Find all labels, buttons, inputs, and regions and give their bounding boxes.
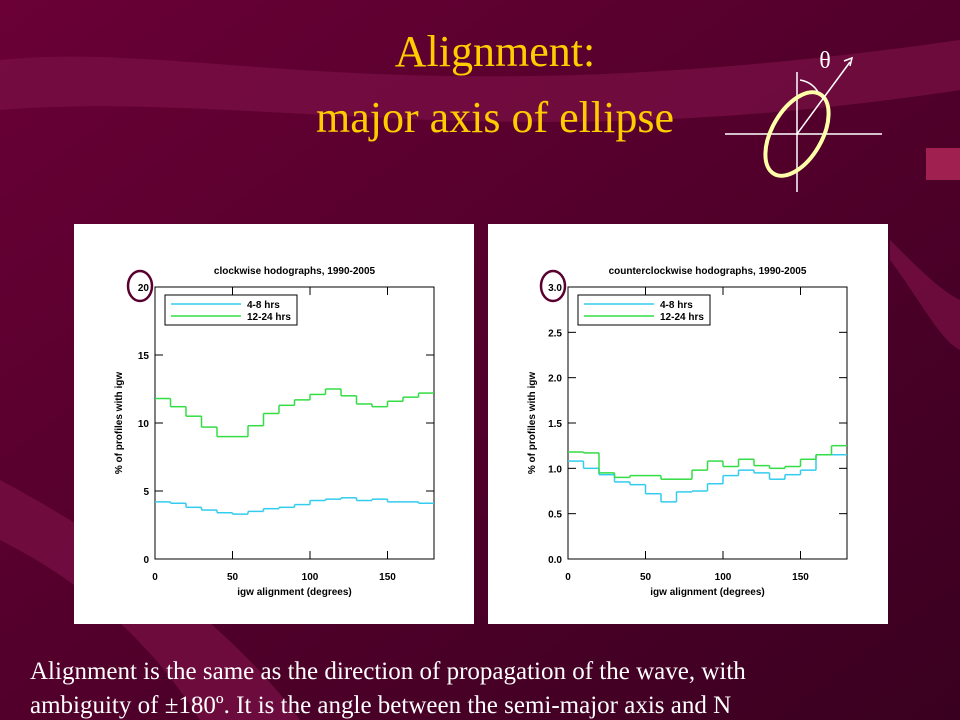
y-tick-label: 2.5 — [548, 328, 562, 339]
y-axis-label: % of profiles with igw — [114, 372, 125, 474]
y-tick-label: 15 — [138, 351, 150, 362]
x-tick-label: 100 — [715, 572, 732, 583]
x-tick-label: 0 — [565, 572, 571, 583]
y-axis-label: % of profiles with igw — [527, 372, 538, 474]
x-tick-label: 50 — [227, 572, 239, 583]
legend-label: 12-24 hrs — [660, 312, 704, 323]
y-tick-label: 0.5 — [548, 510, 562, 521]
y-tick-label: 10 — [138, 419, 150, 430]
x-tick-label: 150 — [792, 572, 809, 583]
arrow — [796, 61, 851, 135]
chart-title: clockwise hodographs, 1990-2005 — [214, 266, 376, 277]
body-text: ambiguity of ±180º. It is the angle betw… — [30, 692, 731, 719]
x-tick-label: 100 — [302, 572, 319, 583]
y-tick-label: 1.5 — [548, 419, 562, 430]
x-tick-label: 50 — [640, 572, 652, 583]
x-tick-label: 0 — [152, 572, 158, 583]
highlight-circle — [539, 269, 567, 303]
title-line: major axis of ellipse — [316, 93, 674, 142]
x-tick-label: 150 — [379, 572, 396, 583]
title-line: Alignment: — [395, 27, 595, 76]
arrowhead — [843, 56, 854, 67]
legend-label: 12-24 hrs — [247, 312, 291, 323]
angle-arc — [799, 79, 819, 93]
tab — [926, 148, 960, 180]
chart-panel — [74, 224, 474, 624]
chart-title: counterclockwise hodographs, 1990-2005 — [609, 266, 807, 277]
legend-label: 4-8 hrs — [247, 300, 280, 311]
y-tick-label: 3.0 — [548, 283, 562, 294]
body-text: Alignment is the same as the direction o… — [30, 658, 746, 685]
chart: clockwise hodographs, 1990-2005 igw align… — [74, 224, 474, 624]
ellipse — [763, 90, 831, 178]
legend-label: 4-8 hrs — [660, 300, 693, 311]
legend-box — [577, 294, 711, 326]
legend-box — [164, 294, 298, 326]
highlight-circle — [126, 269, 154, 303]
angle-label: θ — [819, 48, 831, 74]
x-axis-label: igw alignment (degrees) — [650, 587, 764, 598]
y-tick-label: 0.0 — [548, 555, 562, 566]
y-tick-label: 20 — [138, 283, 150, 294]
y-tick-label: 1.0 — [548, 464, 562, 475]
wave — [890, 240, 960, 350]
chart: counterclockwise hodographs, 1990-2005 ig… — [488, 224, 888, 624]
y-tick-label: 5 — [143, 487, 149, 498]
wave — [0, 40, 960, 122]
y-tick-label: 2.0 — [548, 374, 562, 385]
x-axis-label: igw alignment (degrees) — [237, 587, 351, 598]
y-tick-label: 0 — [143, 555, 149, 566]
ellipse-diagram — [725, 56, 882, 192]
chart-panel — [488, 224, 888, 624]
